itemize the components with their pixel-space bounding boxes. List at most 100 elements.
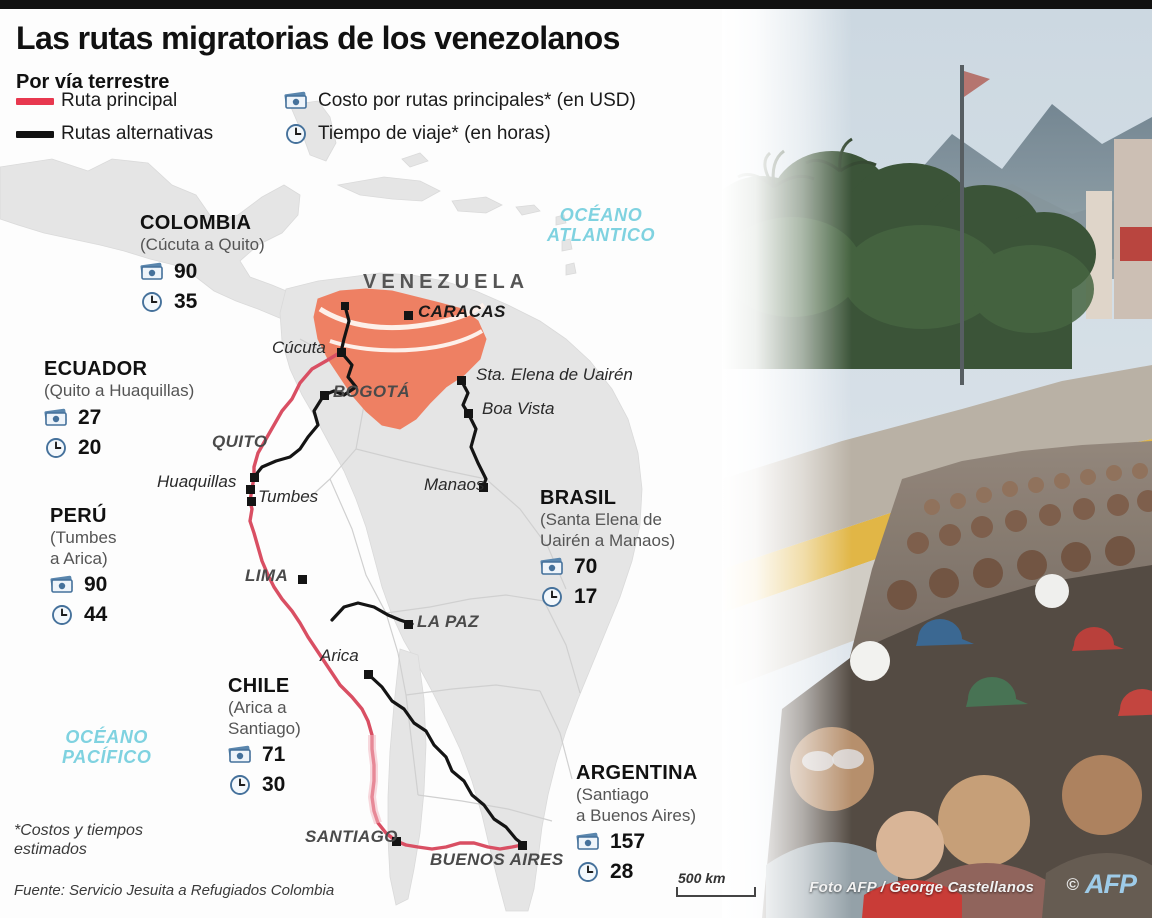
money-icon — [44, 405, 70, 431]
money-icon — [284, 88, 310, 114]
country-name-chile: CHILE — [228, 675, 290, 697]
country-cost-peru: 90 — [50, 572, 116, 598]
country-name-brasil: BRASIL — [540, 487, 617, 509]
footnote-line1: *Costos y tiempos — [14, 822, 143, 839]
country-block-colombia: COLOMBIA (Cúcuta a Quito) 90 35 — [140, 212, 265, 315]
country-block-chile: CHILE (Arica a Santiago) 71 30 — [228, 675, 301, 798]
money-icon — [228, 742, 254, 768]
country-route-ecuador: (Quito a Huaquillas) — [44, 381, 195, 401]
dot-caracas — [404, 311, 413, 320]
country-cost-colombia: 90 — [140, 259, 265, 285]
dot-boa-vista — [464, 409, 473, 418]
ocean-label-atlantico: OCÉANO ATLANTICO — [547, 205, 655, 245]
clock-icon — [50, 602, 76, 628]
map-label-lima: LIMA — [245, 566, 289, 585]
map-label-santiago: SANTIAGO — [305, 827, 398, 846]
country-time-colombia: 35 — [140, 289, 265, 315]
source-line: Fuente: Servicio Jesuita a Refugiados Co… — [14, 882, 335, 899]
header: Las rutas migratorias de los venezolanos… — [0, 9, 770, 94]
ocean-label-pacifico: OCÉANO PACÍFICO — [62, 727, 151, 767]
cost-value-colombia: 90 — [174, 259, 198, 283]
main-route-line-icon — [16, 97, 54, 105]
ocean-atlantico-line1: OCÉANO — [559, 205, 643, 225]
map-label-bogota: BOGOTÁ — [333, 382, 411, 401]
photo-left-fade — [722, 9, 852, 918]
legend-label-main-route: Ruta principal — [61, 90, 178, 111]
country-route-brasil-line1: (Santa Elena de — [540, 510, 662, 530]
venezuela-highlight — [313, 288, 487, 430]
map-label-buenos-aires: BUENOS AIRES — [430, 850, 564, 869]
legend-label-alt-routes: Rutas alternativas — [61, 123, 214, 144]
alternative-routes — [252, 304, 526, 847]
country-block-ecuador: ECUADOR (Quito a Huaquillas) 27 20 — [44, 358, 194, 461]
money-icon — [50, 572, 76, 598]
clock-icon — [576, 859, 602, 885]
country-time-peru: 44 — [50, 602, 116, 628]
money-icon — [576, 829, 602, 855]
dot-la-paz — [404, 620, 413, 629]
country-name-colombia: COLOMBIA — [140, 212, 252, 234]
ocean-atlantico-line2: ATLANTICO — [547, 225, 656, 246]
clock-icon — [44, 435, 70, 461]
country-block-brasil: BRASIL (Santa Elena de Uairén a Manaos) … — [540, 487, 675, 610]
dot-santiago — [392, 837, 401, 846]
alt-route-line-icon — [16, 130, 54, 138]
country-cost-brasil: 70 — [540, 554, 675, 580]
legend-row-1: Ruta principal Costo por rutas principal… — [16, 88, 716, 114]
footnote-line2: estimados — [14, 840, 87, 858]
main-route — [248, 350, 524, 851]
country-cost-chile: 71 — [228, 742, 301, 768]
time-value-brasil: 17 — [574, 585, 598, 609]
landmass-group — [0, 100, 643, 912]
country-route-argentina-line1: (Santiago — [576, 785, 649, 805]
legend: Ruta principal Costo por rutas principal… — [16, 88, 716, 154]
country-route-peru-line1: (Tumbes — [50, 528, 117, 548]
country-route-peru-line2: a Arica) — [50, 548, 108, 568]
legend-row-2: Rutas alternativas Tiempo de viaje* (en … — [16, 121, 716, 147]
dot-lima — [298, 575, 307, 584]
legend-item-time: Tiempo de viaje* (en horas) — [284, 121, 551, 147]
dot-tumbes — [247, 497, 256, 506]
map-svg — [0, 100, 643, 912]
dot-sta-elena — [457, 376, 466, 385]
scale-bar: 500 km — [676, 870, 756, 897]
legend-item-alt-routes: Rutas alternativas — [16, 123, 284, 145]
time-value-argentina: 28 — [610, 860, 634, 884]
legend-label-cost: Costo por rutas principales* (en USD) — [318, 90, 636, 111]
country-time-brasil: 17 — [540, 584, 675, 610]
dot-cucuta — [337, 348, 346, 357]
cost-value-argentina: 157 — [610, 830, 646, 854]
map-label-huaquillas: Huaquillas — [157, 472, 237, 491]
clock-icon — [540, 584, 566, 610]
dot-buenos-aires — [518, 841, 527, 850]
legend-item-main-route: Ruta principal — [16, 90, 284, 112]
map-label-venezuela: VENEZUELA — [363, 271, 530, 293]
time-value-peru: 44 — [84, 603, 108, 627]
cost-value-brasil: 70 — [574, 555, 598, 579]
map-label-la-paz: LA PAZ — [417, 612, 479, 631]
dot-manaos — [479, 483, 488, 492]
clock-icon — [140, 289, 166, 315]
legend-label-time: Tiempo de viaje* (en horas) — [318, 123, 551, 144]
dot-quito — [250, 473, 259, 482]
country-time-ecuador: 20 — [44, 435, 194, 461]
page-title: Las rutas migratorias de los venezolanos — [16, 20, 620, 56]
map-label-cucuta: Cúcuta — [272, 338, 326, 357]
country-name-argentina: ARGENTINA — [576, 762, 698, 784]
map-label-tumbes: Tumbes — [258, 487, 319, 506]
country-name-peru: PERÚ — [50, 505, 107, 527]
time-value-colombia: 35 — [174, 289, 198, 313]
country-time-chile: 30 — [228, 772, 301, 798]
cost-value-chile: 71 — [262, 743, 286, 767]
country-block-peru: PERÚ (Tumbes a Arica) 90 44 — [50, 505, 116, 628]
scale-bar-label: 500 km — [678, 870, 726, 886]
country-cost-argentina: 157 — [576, 829, 698, 855]
dot-huaquillas — [246, 485, 255, 494]
money-icon — [140, 259, 166, 285]
country-name-ecuador: ECUADOR — [44, 358, 148, 380]
dot-arica — [364, 670, 373, 679]
city-dots — [246, 302, 527, 850]
footnote: *Costos y tiempos estimados — [14, 822, 143, 860]
ocean-pacifico-line1: OCÉANO — [65, 727, 149, 747]
